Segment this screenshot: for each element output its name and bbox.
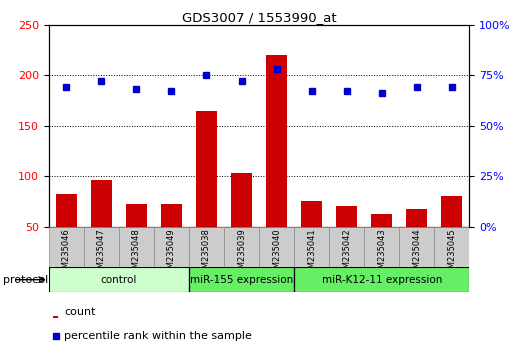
Bar <box>294 267 469 292</box>
Bar <box>189 267 294 292</box>
Bar <box>196 110 217 277</box>
Bar <box>364 227 399 267</box>
Bar <box>126 204 147 277</box>
Bar <box>84 227 119 267</box>
Text: GSM235049: GSM235049 <box>167 229 176 279</box>
Bar <box>294 227 329 267</box>
Bar <box>91 180 112 277</box>
Bar <box>49 267 189 292</box>
Text: GSM235042: GSM235042 <box>342 229 351 279</box>
Text: GSM235040: GSM235040 <box>272 229 281 279</box>
Bar <box>435 227 469 267</box>
Text: GSM235043: GSM235043 <box>377 229 386 279</box>
Bar <box>371 215 392 277</box>
Text: percentile rank within the sample: percentile rank within the sample <box>65 331 252 341</box>
Title: GDS3007 / 1553990_at: GDS3007 / 1553990_at <box>182 11 337 24</box>
Bar <box>399 227 435 267</box>
Text: count: count <box>65 307 96 317</box>
Bar <box>224 227 259 267</box>
Bar <box>329 227 364 267</box>
Text: GSM235041: GSM235041 <box>307 229 316 279</box>
Bar <box>53 316 58 318</box>
Bar <box>406 210 427 277</box>
Bar <box>231 173 252 277</box>
Text: GSM235048: GSM235048 <box>132 229 141 279</box>
Bar <box>154 227 189 267</box>
Text: GSM235046: GSM235046 <box>62 229 71 279</box>
Bar <box>56 194 77 277</box>
Bar <box>441 196 462 277</box>
Text: miR-K12-11 expression: miR-K12-11 expression <box>322 275 442 285</box>
Text: miR-155 expression: miR-155 expression <box>190 275 293 285</box>
Bar <box>259 227 294 267</box>
Text: control: control <box>101 275 137 285</box>
Bar <box>161 204 182 277</box>
Bar <box>336 206 357 277</box>
Bar <box>49 227 84 267</box>
Text: GSM235047: GSM235047 <box>97 229 106 279</box>
Bar <box>266 55 287 277</box>
Text: GSM235045: GSM235045 <box>447 229 457 279</box>
Bar <box>189 227 224 267</box>
Bar <box>119 227 154 267</box>
Bar <box>301 201 322 277</box>
Text: GSM235039: GSM235039 <box>237 229 246 279</box>
Text: GSM235044: GSM235044 <box>412 229 421 279</box>
Text: protocol: protocol <box>3 275 48 285</box>
Text: GSM235038: GSM235038 <box>202 229 211 279</box>
